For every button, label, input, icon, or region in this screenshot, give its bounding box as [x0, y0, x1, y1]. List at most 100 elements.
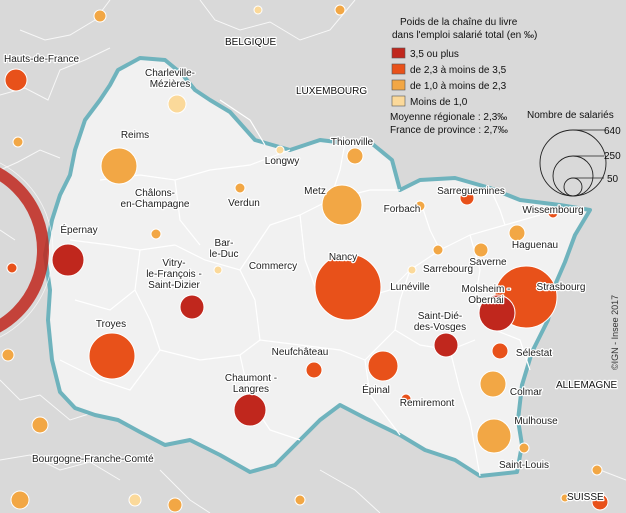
circle-outside	[12, 136, 24, 148]
place-label-epinal: Épinal	[362, 383, 390, 396]
circle-verdun	[234, 182, 246, 194]
place-label-forbach: Forbach	[384, 204, 421, 215]
place-label-chalons: Châlons-en-Champagne	[121, 188, 190, 210]
circle-sarrebourg	[432, 244, 444, 256]
place-label-line: Lunéville	[390, 282, 430, 293]
place-label-saintlouis: Saint-Louis	[499, 460, 549, 471]
place-label-colmar: Colmar	[510, 387, 543, 398]
place-label-charleville: Charleville-Mézières	[145, 68, 195, 90]
place-label-line: Châlons-	[135, 188, 175, 199]
place-label-barleduc: Bar-le-Duc	[210, 238, 239, 260]
place-label-line: Haguenau	[512, 240, 558, 251]
place-label-line: Neufchâteau	[272, 347, 329, 358]
size-label-640: 640	[604, 126, 621, 137]
place-label-line: Saint-Louis	[499, 460, 549, 471]
circle-longwy	[275, 145, 285, 155]
place-label-line: Mulhouse	[514, 416, 558, 427]
label-suisse: SUISSE	[567, 492, 604, 503]
circle-outside	[334, 4, 346, 16]
legend-class-label-1: de 2,3 à moins de 3,5	[410, 65, 507, 76]
place-label-line: Strasbourg	[537, 282, 586, 293]
place-label-metz: Metz	[304, 186, 326, 197]
circle-saintdie	[433, 332, 459, 358]
circle-outside	[93, 9, 107, 23]
place-label-reims: Reims	[121, 130, 149, 141]
place-label-line: des-Vosges	[414, 322, 466, 333]
place-label-line: Longwy	[265, 156, 299, 167]
label-bourgogne: Bourgogne-Franche-Comté	[32, 454, 154, 465]
place-label-line: Colmar	[510, 387, 543, 398]
legend-title-line1: Poids de la chaîne du livre	[400, 17, 518, 28]
circle-neufchateau	[305, 361, 323, 379]
place-label-remiremont: Remiremont	[400, 398, 455, 409]
legend-size-title: Nombre de salariés	[527, 110, 614, 121]
paris-ring	[0, 162, 54, 338]
place-label-line: Forbach	[384, 204, 421, 215]
credit: ©IGN - Insee 2017	[610, 295, 620, 370]
place-label-line: Wissembourg	[522, 205, 583, 216]
place-label-luneville: Lunéville	[390, 282, 430, 293]
legend-swatch-1	[391, 63, 406, 75]
place-label-line: Chaumont -	[225, 373, 277, 384]
place-label-neufchateau: Neufchâteau	[272, 347, 329, 358]
legend-size-circles	[539, 129, 607, 197]
circle-reims	[100, 147, 138, 185]
circle-epinal	[367, 350, 399, 382]
place-label-thionville: Thionville	[331, 137, 374, 148]
circle-outside	[4, 68, 28, 92]
place-label-strasbourg: Strasbourg	[537, 282, 586, 293]
place-label-line: Épinal	[362, 383, 390, 396]
circle-metz	[321, 184, 363, 226]
size-label-250: 250	[604, 151, 621, 162]
circle-outside	[294, 494, 306, 506]
circle-luneville	[407, 265, 417, 275]
circle-mulhouse	[476, 418, 512, 454]
country-labels: BELGIQUE LUXEMBOURG ALLEMAGNE SUISSE Hau…	[3, 36, 619, 505]
place-label-saverne: Saverne	[469, 257, 507, 268]
label-belgique: BELGIQUE	[225, 37, 276, 48]
label-hauts-de-france: Hauts-de-France	[4, 54, 79, 65]
place-label-line: Sarreguemines	[437, 186, 505, 197]
place-label-line: Obernai	[468, 295, 504, 306]
place-label-line: le-Duc	[210, 249, 239, 260]
legend-swatch-2	[391, 79, 406, 91]
place-label-saintdie: Saint-Dié-des-Vosges	[414, 311, 466, 333]
place-label-line: Mézières	[150, 79, 191, 90]
circle-remiremont	[400, 393, 412, 405]
place-label-chaumont: Chaumont -Langres	[225, 373, 277, 395]
legend-average-province: France de province : 2,7‰	[390, 125, 508, 136]
place-label-mulhouse: Mulhouse	[514, 416, 558, 427]
legend-class-label-3: Moins de 1,0	[410, 97, 468, 108]
place-label-line: Commercy	[249, 261, 297, 272]
place-label-epernay: Épernay	[60, 223, 97, 236]
place-label-longwy: Longwy	[265, 156, 299, 167]
circle-outside	[10, 490, 30, 510]
place-label-line: Langres	[233, 384, 269, 395]
size-label-50: 50	[607, 174, 619, 185]
place-label-line: Charleville-	[145, 68, 195, 79]
place-label-line: Saverne	[469, 257, 507, 268]
legend-swatch-0	[391, 47, 406, 59]
place-label-line: Troyes	[96, 319, 126, 330]
circle-outside	[591, 464, 603, 476]
place-label-vitry: Vitry-le-François -Saint-Dizier	[146, 258, 202, 291]
legend-title-line2: dans l'emploi salarié total (en ‰)	[392, 30, 537, 41]
circle-outside	[31, 416, 49, 434]
circle-forbach	[414, 200, 426, 212]
place-labels: Charleville-Mézières Reims Thionville Longw…	[59, 67, 587, 473]
place-label-line: Saint-Dizier	[148, 280, 200, 291]
circle-outside	[253, 5, 263, 15]
circle-outside	[167, 497, 183, 513]
circle-selestat	[491, 342, 509, 360]
legend-classes: 3,5 ou plus de 2,3 à moins de 3,5 de 1,0 à…	[391, 47, 507, 108]
place-label-line: Sélestat	[516, 348, 552, 359]
place-label-line: Reims	[121, 130, 149, 141]
circle-chaumont	[233, 393, 267, 427]
place-label-selestat: Sélestat	[516, 348, 552, 359]
place-label-sarreguemines: Sarreguemines	[437, 186, 505, 197]
place-label-wissembourg: Wissembourg	[522, 205, 583, 216]
place-label-haguenau: Haguenau	[512, 240, 558, 251]
circle-wissembourg	[547, 207, 559, 219]
circle-vitry	[179, 294, 205, 320]
